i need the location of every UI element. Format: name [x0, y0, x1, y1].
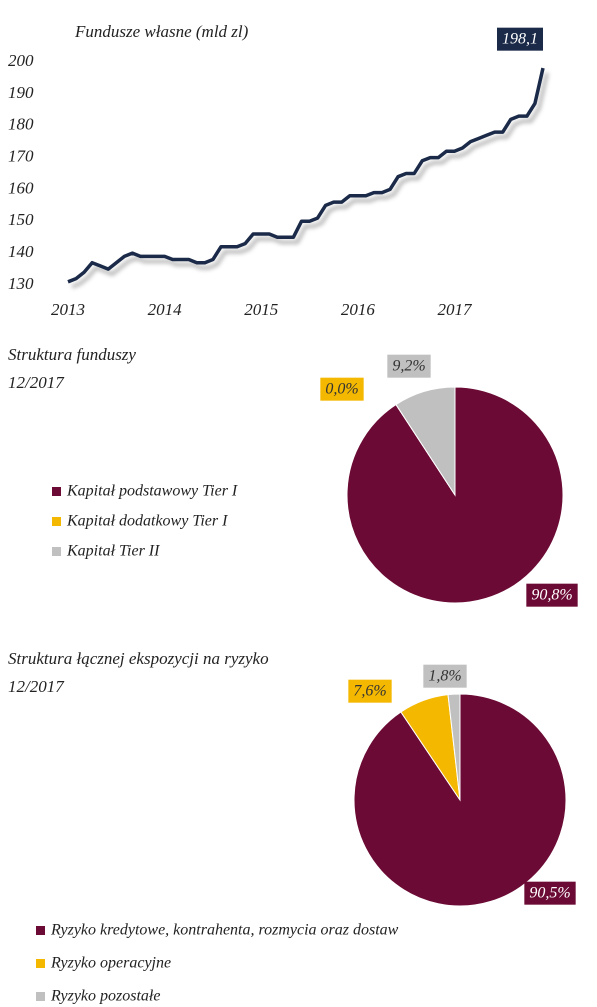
legend-swatch — [52, 487, 61, 496]
value-label: 90,8% — [531, 587, 572, 604]
x-tick-label: 2013 — [51, 300, 85, 319]
legend-label: Ryzyko kredytowe, kontrahenta, rozmycia … — [50, 922, 399, 939]
value-label-box — [497, 27, 543, 51]
y-tick-label: 160 — [8, 178, 34, 197]
value-label-box — [423, 664, 467, 688]
chart-subtitle: 12/2017 — [8, 373, 65, 392]
y-tick-label: 140 — [8, 242, 34, 261]
value-label-box — [524, 881, 576, 905]
value-label-box — [526, 583, 578, 607]
y-tick-label: 200 — [8, 51, 34, 70]
pie-slice — [447, 693, 461, 801]
value-label: 90,5% — [529, 885, 570, 902]
legend-label: Kapitał podstawowy Tier I — [66, 483, 238, 500]
legend-label: Kapitał dodatkowy Tier I — [66, 513, 228, 530]
x-tick-label: 2014 — [148, 300, 183, 319]
y-tick-label: 190 — [8, 83, 34, 102]
value-label: 9,2% — [392, 358, 425, 375]
value-label-box — [387, 354, 431, 378]
legend-label: Kapitał Tier II — [66, 543, 160, 560]
value-label: 0,0% — [325, 381, 358, 398]
y-tick-label: 170 — [8, 146, 34, 165]
value-label: 1,8% — [428, 668, 461, 685]
x-tick-label: 2015 — [244, 300, 278, 319]
chart-subtitle: 12/2017 — [8, 677, 65, 696]
y-tick-label: 130 — [8, 274, 34, 293]
legend-swatch — [52, 517, 61, 526]
value-label: 7,6% — [353, 683, 386, 700]
pie-slice — [395, 386, 456, 497]
value-label: 198,1 — [502, 31, 538, 48]
line — [67, 67, 545, 284]
legend-label: Ryzyko pozostałe — [50, 988, 160, 1005]
value-label-group: 198,1 — [497, 27, 543, 51]
value-label-box — [348, 679, 392, 703]
chart-title: Struktura łącznej ekspozycji na ryzyko — [8, 649, 269, 668]
legend-swatch — [52, 547, 61, 556]
x-tick-label: 2016 — [341, 300, 376, 319]
chart-title: Struktura funduszy — [8, 345, 136, 364]
legend-swatch — [36, 992, 45, 1001]
legend-swatch — [36, 959, 45, 968]
value-label-group: 1,8% — [423, 664, 467, 688]
legend-swatch — [36, 926, 45, 935]
value-label-group: 7,6% — [348, 679, 392, 703]
legend-label: Ryzyko operacyjne — [50, 955, 171, 972]
value-label-box — [320, 377, 364, 401]
value-label-group: 9,2% — [387, 354, 431, 378]
value-label-group: 90,8% — [526, 583, 578, 607]
y-tick-label: 150 — [8, 210, 34, 229]
y-tick-label: 180 — [8, 115, 34, 134]
x-tick-label: 2017 — [437, 300, 473, 319]
chart-title: Fundusze własne (mld zl) — [74, 22, 249, 41]
value-label-group: 90,5% — [524, 881, 576, 905]
value-label-group: 0,0% — [320, 377, 364, 401]
